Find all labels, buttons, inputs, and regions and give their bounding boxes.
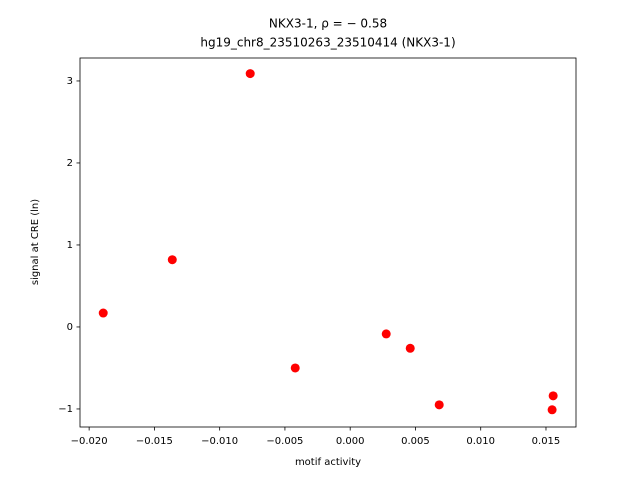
chart-title: NKX3-1, ρ = − 0.58 (269, 17, 387, 31)
x-tick-label: 0.010 (466, 436, 495, 447)
x-tick-label: 0.005 (401, 436, 430, 447)
point (98, 308, 108, 318)
y-tick-label: −1 (58, 404, 73, 415)
point (167, 255, 177, 265)
point (548, 391, 558, 401)
y-tick-label: 3 (67, 76, 73, 87)
x-tick-label: −0.015 (136, 436, 173, 447)
y-tick-label: 0 (67, 322, 73, 333)
x-tick-label: 0.015 (532, 436, 561, 447)
point (434, 400, 444, 410)
y-axis-label: signal at CRE (ln) (30, 199, 41, 285)
y-tick-label: 1 (67, 240, 73, 251)
point (381, 329, 391, 339)
x-axis-label: motif activity (295, 457, 361, 468)
point (245, 69, 255, 79)
x-tick-label: −0.005 (266, 436, 303, 447)
point (547, 405, 557, 415)
x-tick-label: 0.000 (336, 436, 365, 447)
y-tick-label: 2 (67, 158, 73, 169)
chart-subtitle: hg19_chr8_23510263_23510414 (NKX3-1) (200, 36, 455, 50)
x-tick-label: −0.010 (201, 436, 238, 447)
point (405, 343, 415, 353)
plot-frame (79, 57, 577, 428)
x-tick-label: −0.020 (71, 436, 108, 447)
point (290, 363, 300, 373)
